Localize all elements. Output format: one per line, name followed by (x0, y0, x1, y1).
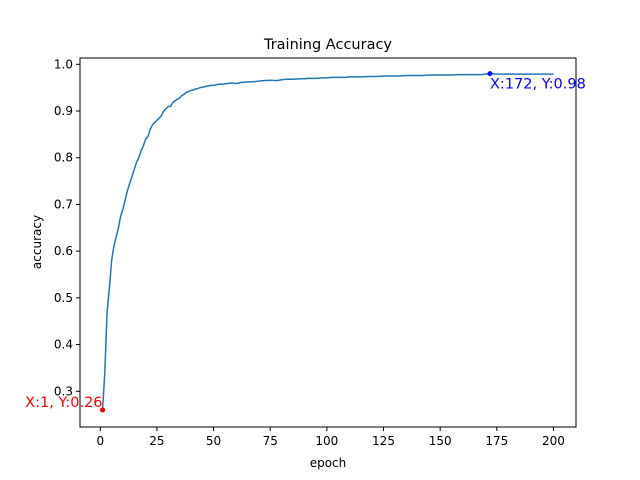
y-tick-label: 0.3 (54, 384, 73, 398)
plot-area (101, 72, 554, 410)
chart-title: Training Accuracy (263, 37, 392, 53)
y-tick-label: 0.9 (54, 104, 73, 118)
x-tick-label: 25 (149, 434, 164, 448)
y-axis-label: accuracy (30, 215, 44, 269)
y-tick-label: 0.6 (54, 244, 73, 258)
start-point-marker (100, 407, 106, 413)
max-point-marker (487, 71, 493, 77)
y-tick-label: 0.5 (54, 291, 73, 305)
y-tick-label: 0.8 (54, 151, 73, 165)
x-tick-label: 75 (263, 434, 278, 448)
y-tick-label: 1.0 (54, 57, 73, 71)
x-tick-label: 175 (485, 434, 508, 448)
x-axis: 0 25 50 75 100 125 150 175 200 (96, 427, 565, 448)
y-axis: 0.3 0.4 0.5 0.6 0.7 0.8 0.9 1.0 (54, 57, 80, 398)
x-tick-label: 50 (206, 434, 221, 448)
accuracy-series-line (101, 72, 554, 410)
x-axis-label: epoch (310, 456, 347, 470)
y-tick-label: 0.7 (54, 197, 73, 211)
annotations: X:1, Y:0.26 X:172, Y:0.98 (25, 71, 586, 413)
plot-frame (79, 57, 577, 428)
x-tick-label: 200 (542, 434, 565, 448)
x-tick-label: 100 (315, 434, 338, 448)
x-tick-label: 125 (372, 434, 395, 448)
start-point-label: X:1, Y:0.26 (25, 395, 102, 411)
x-tick-label: 0 (96, 434, 104, 448)
x-tick-label: 150 (429, 434, 452, 448)
y-tick-label: 0.4 (54, 338, 73, 352)
max-point-label: X:172, Y:0.98 (490, 77, 586, 93)
